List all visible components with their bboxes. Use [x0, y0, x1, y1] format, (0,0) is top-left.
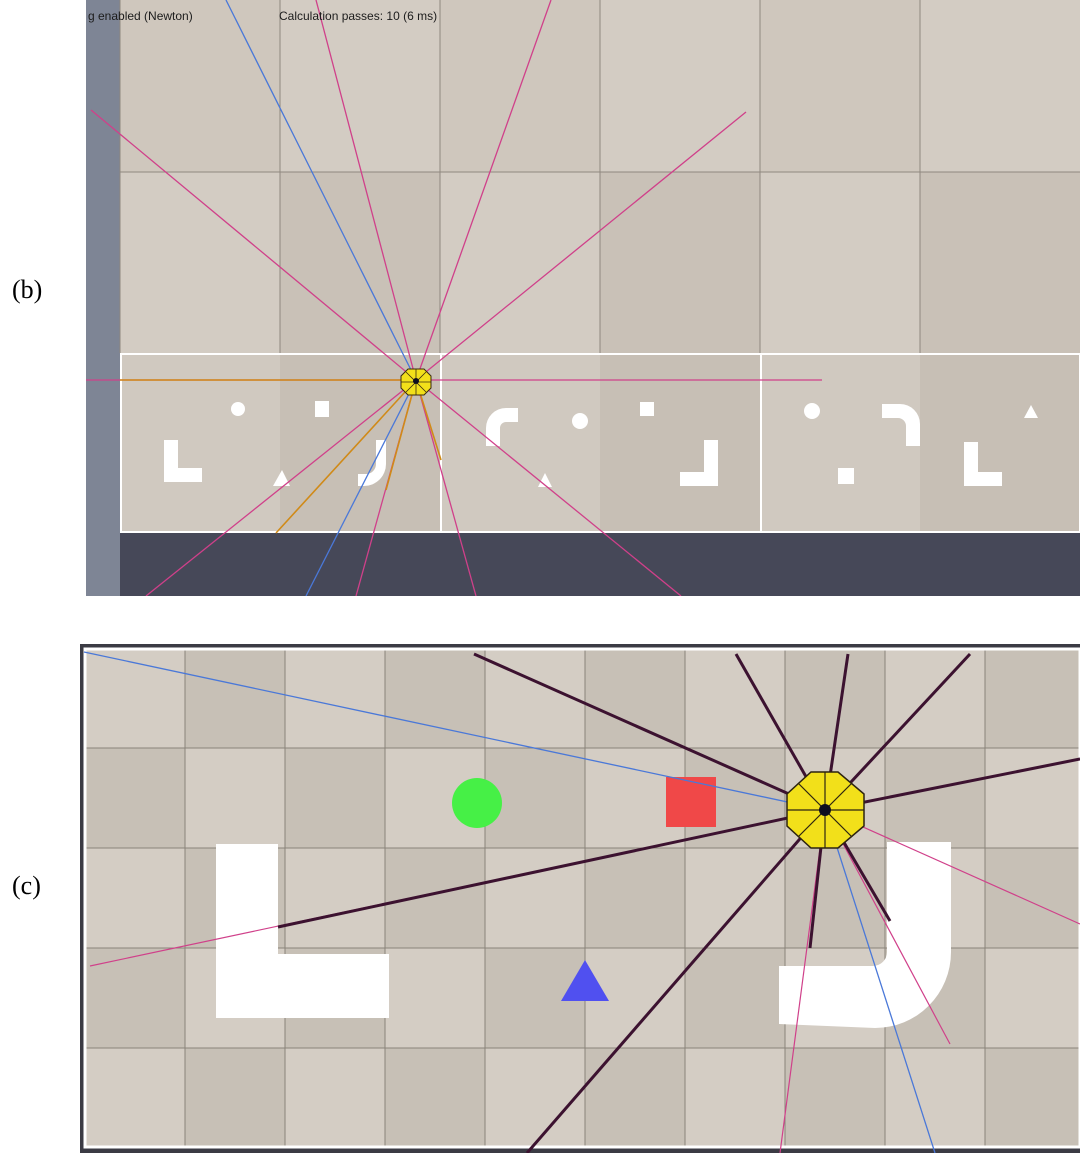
panel-label-b: (b): [12, 275, 43, 304]
l-shape-obstacle: [216, 844, 389, 1018]
robot-icon[interactable]: [786, 771, 865, 849]
ground-b: [120, 533, 1080, 596]
sensor-rays-b: [86, 0, 822, 596]
status-calculation-text: Calculation passes: 10 (6 ms): [279, 9, 438, 23]
status-physics-text: g enabled (Newton): [88, 9, 193, 23]
simulation-view-b[interactable]: g enabled (Newton) Calculation passes: 1…: [86, 0, 1080, 596]
floor-grid-c: [83, 647, 1080, 1149]
wall-left: [86, 0, 120, 596]
green-circle-marker: [452, 778, 502, 828]
arena-strip-b: [120, 353, 1080, 533]
scene-c: [83, 647, 1080, 1153]
simulation-view-c[interactable]: [80, 644, 1080, 1153]
floor-grid-b: [119, 0, 1080, 353]
robot-icon[interactable]: [400, 368, 432, 396]
j-shape-obstacle: [779, 842, 951, 1028]
panel-label-c: (c): [12, 871, 41, 900]
scene-b: [86, 0, 1080, 596]
blue-triangle-marker: [561, 960, 609, 1001]
